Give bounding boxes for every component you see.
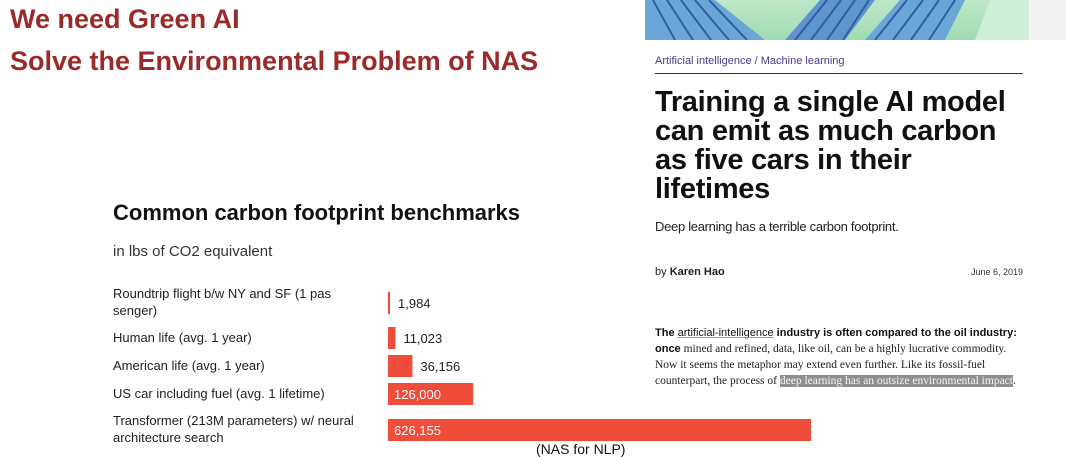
category-label-4: US car including fuel (avg. 1 lifetime) — [113, 386, 325, 401]
article-date: June 6, 2019 — [970, 267, 1023, 277]
category-label-3: American life (avg. 1 year) — [113, 358, 265, 373]
chart-note: (NAS for NLP) — [536, 441, 626, 457]
bar-3 — [388, 355, 413, 377]
article-header-image — [645, 0, 1029, 40]
value-label-4: 126,000 — [394, 387, 441, 402]
bar-5 — [388, 419, 811, 441]
slide-subtitle: Solve the Environmental Problem of NAS — [10, 46, 539, 76]
bar-1 — [388, 292, 390, 314]
body-lead-the: The — [655, 327, 678, 339]
author-link[interactable]: Karen Hao — [669, 266, 725, 278]
slide-title: We need Green AI — [10, 4, 240, 34]
body-lead-rest: industry is often compared to the oil in… — [655, 327, 1017, 355]
article-headline: Training a single AI model can emit as m… — [655, 86, 1006, 205]
value-label-3: 36,156 — [420, 359, 460, 374]
body-inline-link[interactable]: artificial-intelligence — [677, 327, 774, 339]
article-panel: Artificial intelligence / Machine learni… — [655, 0, 1025, 457]
category-label-1: Roundtrip flight b/w NY and SF (1 pas — [113, 286, 331, 301]
value-label-1: 1,984 — [398, 296, 431, 311]
byline-prefix: by — [655, 266, 670, 278]
body-end: . — [1012, 375, 1016, 387]
chart-title: Common carbon footprint benchmarks — [113, 200, 521, 225]
body-text: mined and refined, data, like oil, can b… — [655, 343, 1007, 387]
article-byline: by Karen Hao — [655, 266, 725, 278]
body-highlight: deep learning has an outsize environment… — [779, 375, 1013, 387]
value-label-5: 626,155 — [394, 423, 441, 438]
category-label-5: Transformer (213M parameters) w/ neural — [113, 413, 354, 428]
image-edge — [1029, 0, 1066, 40]
value-label-2: 11,023 — [403, 331, 442, 346]
bar-4 — [388, 383, 474, 405]
article-category-link[interactable]: Artificial intelligence / Machine learni… — [655, 55, 845, 67]
article-body: The artificial-intelligence industry is … — [655, 325, 1030, 389]
bar-2 — [388, 327, 396, 349]
category-label-1: senger) — [113, 303, 157, 318]
article-dek: Deep learning has a terrible carbon foot… — [655, 219, 899, 234]
category-label-5: architecture search — [113, 430, 224, 445]
divider — [655, 73, 1023, 74]
category-label-2: Human life (avg. 1 year) — [113, 330, 252, 345]
chart-subtitle: in lbs of CO2 equivalent — [113, 243, 273, 260]
